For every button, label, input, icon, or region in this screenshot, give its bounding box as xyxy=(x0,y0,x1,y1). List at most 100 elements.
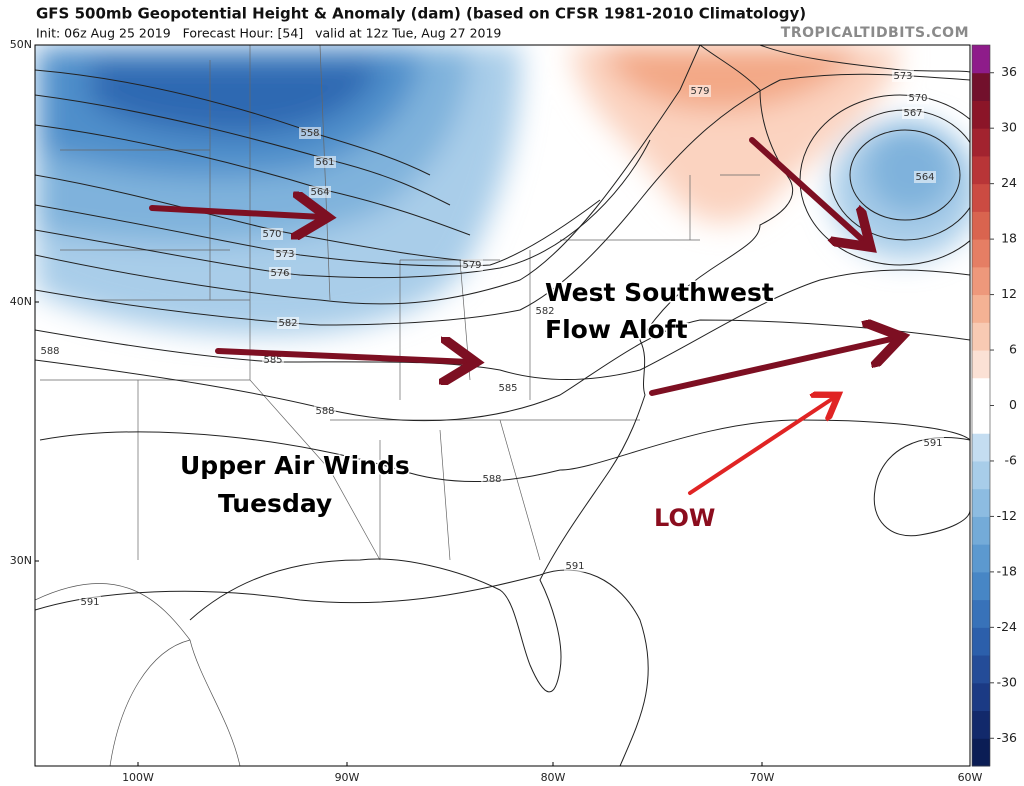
contour-label: 591 xyxy=(80,597,99,608)
low-arrow xyxy=(688,397,835,495)
colorbar-label: 0 xyxy=(1009,397,1017,412)
contour-label-bg xyxy=(902,107,924,119)
colorbar-label: -36 xyxy=(997,730,1017,745)
contour-label: 561 xyxy=(315,157,334,168)
colorbar-segment xyxy=(972,350,990,379)
arrows xyxy=(149,137,896,495)
colorbar-segment xyxy=(972,488,990,517)
colorbar-segment xyxy=(972,516,990,545)
colorbar-segment xyxy=(972,627,990,656)
contour-label-bg xyxy=(892,70,914,82)
contour-label: 585 xyxy=(263,355,282,366)
contour-label: 564 xyxy=(310,187,329,198)
contour-label: 570 xyxy=(908,93,927,104)
contour-label-bg xyxy=(274,248,296,260)
colorbar-segment xyxy=(972,571,990,601)
lon-label: 90W xyxy=(335,771,360,784)
anomaly-shading xyxy=(35,45,970,336)
colorbar-segment xyxy=(972,405,990,434)
wind-arrow xyxy=(149,208,322,217)
colorbar-segment xyxy=(972,460,990,490)
contour-label-bg xyxy=(922,437,944,449)
contour-label-bg xyxy=(907,92,929,104)
contour-label: 582 xyxy=(278,318,297,329)
contour-label: 588 xyxy=(40,346,59,357)
contour-label: 585 xyxy=(498,383,517,394)
contour-label: 579 xyxy=(462,260,481,271)
colorbar-label: -18 xyxy=(997,563,1017,578)
contour-label: 582 xyxy=(535,306,554,317)
colorbar-segment xyxy=(972,266,990,296)
wind-arrow xyxy=(649,338,896,396)
low-label: LOW xyxy=(654,504,715,532)
colorbar-segment xyxy=(972,322,990,351)
contour-label: 567 xyxy=(903,108,922,119)
lat-label: 40N xyxy=(10,295,32,308)
lon-label: 100W xyxy=(122,771,154,784)
contour-label-bg xyxy=(299,127,321,139)
wind-arrow xyxy=(215,351,470,362)
lon-label: 60W xyxy=(958,771,983,784)
colorbar-segment xyxy=(972,128,990,157)
contour-label-bg xyxy=(564,560,586,572)
contour-label-bg xyxy=(39,345,61,357)
colorbar-segment xyxy=(972,377,990,406)
wind-arrow xyxy=(749,137,866,243)
map-subtitle: Init: 06z Aug 25 2019 Forecast Hour: [54… xyxy=(36,26,501,41)
colorbar-segment xyxy=(972,72,990,101)
contour-label: 573 xyxy=(275,249,294,260)
colorbar-label: 30 xyxy=(1001,120,1017,135)
annotation: Flow Aloft xyxy=(545,315,688,344)
colorbar-label: -24 xyxy=(997,619,1017,634)
map-area: 558 561 564 570 573 576 579 582 585 588 588 585 582 5… xyxy=(35,45,970,766)
colorbar-segment xyxy=(972,100,990,129)
colorbar-segment xyxy=(972,155,990,185)
annotation: West Southwest xyxy=(545,278,774,307)
colorbar-label: -30 xyxy=(997,674,1017,689)
annotation: Tuesday xyxy=(218,489,332,518)
lon-label: 80W xyxy=(541,771,566,784)
colorbar-label: 24 xyxy=(1001,175,1017,190)
colorbar-segment xyxy=(972,433,990,462)
contour-label-bg xyxy=(314,156,336,168)
colorbar-segment xyxy=(972,599,990,628)
colorbar-segment xyxy=(972,682,990,712)
colorbar-segment xyxy=(972,239,990,268)
contour-label: 576 xyxy=(270,268,289,279)
lon-label: 70W xyxy=(750,771,775,784)
coastline xyxy=(189,45,794,693)
contour-label: 558 xyxy=(300,128,319,139)
map-frame xyxy=(34,44,971,767)
contour-label: 573 xyxy=(893,71,912,82)
colorbar: 36 30 24 18 12 6 0 -6 -12 -18 -24 -30 -36 xyxy=(971,44,1018,767)
contour-label: 579 xyxy=(690,86,709,97)
contour-label-bg xyxy=(314,405,336,417)
axis-labels: 50N 40N 30N 100W 90W 80W 70W 60W xyxy=(10,38,983,784)
colorbar-label: 36 xyxy=(1001,64,1017,79)
credit: TROPICALTIDBITS.COM xyxy=(781,25,969,41)
contour-label: 588 xyxy=(482,474,501,485)
contour-label-bg xyxy=(261,228,283,240)
lat-label: 50N xyxy=(10,38,32,51)
contour-label: 570 xyxy=(262,229,281,240)
colorbar-segment xyxy=(972,45,990,74)
contour-label: 591 xyxy=(565,561,584,572)
contour-label-bg xyxy=(689,85,711,97)
contour-label-bg xyxy=(914,171,936,183)
contour-label-bg xyxy=(461,259,483,271)
colorbar-segment xyxy=(972,544,990,573)
colorbar-label: -12 xyxy=(997,508,1017,523)
colorbar-segment xyxy=(972,183,990,212)
contour-label-bg xyxy=(269,267,291,279)
colorbar-label: -6 xyxy=(1005,452,1018,467)
colorbar-segment xyxy=(972,738,990,767)
colorbar-label: 12 xyxy=(1001,286,1017,301)
annotation: Upper Air Winds xyxy=(180,451,410,480)
contour-label: 588 xyxy=(315,406,334,417)
colorbar-segment xyxy=(972,710,990,739)
colorbar-segment xyxy=(972,655,990,684)
contour-label: 564 xyxy=(915,172,934,183)
colorbar-segment xyxy=(972,211,990,240)
contour-label-bg xyxy=(262,354,284,366)
